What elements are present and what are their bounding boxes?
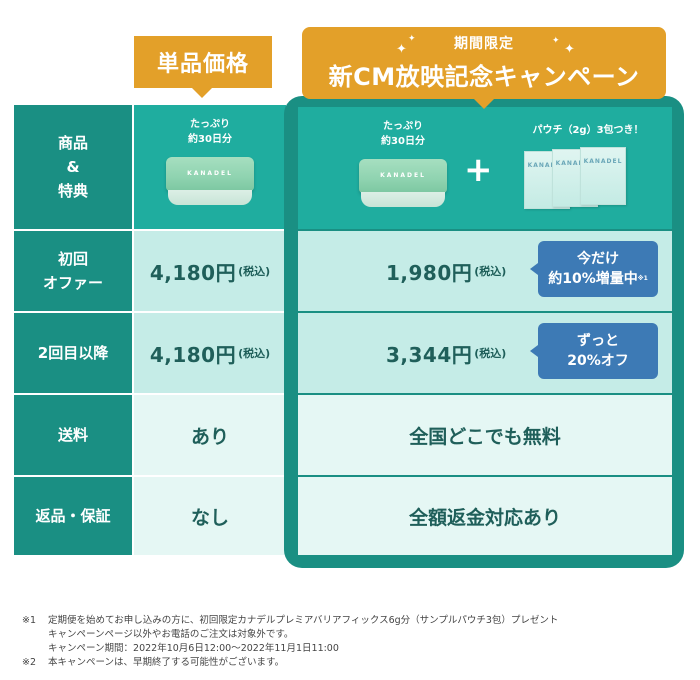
single-product-cell: たっぷり 約30日分 KANADEL bbox=[134, 105, 286, 229]
sparkle-icon: ✦ bbox=[564, 42, 575, 57]
single-first-price: 4,180円 bbox=[149, 260, 237, 285]
campaign-second-price-cell: 3,344円 (税込) ずっと 20%オフ bbox=[298, 313, 672, 393]
cream-jar-image: KANADEL bbox=[166, 157, 254, 205]
footnote-1-line3: キャンペーン期間：2022年10月6日12:00〜2022年11月1日11:00 bbox=[22, 642, 692, 656]
single-second-price-cell: 4,180円 (税込) bbox=[134, 313, 286, 393]
tax-note: (税込) bbox=[474, 265, 507, 278]
tax-note: (税込) bbox=[474, 347, 507, 360]
campaign-shipping-value: 全国どこでも無料 bbox=[409, 425, 561, 448]
row-header-product: 商品 & 特典 bbox=[14, 105, 132, 229]
footnote-text: キャンペーンページ以外やお電話のご注文は対象外です。 bbox=[48, 629, 294, 640]
campaign-guarantee-cell: 全額返金対応あり bbox=[298, 477, 672, 555]
campaign-second-price: 3,344円 bbox=[386, 342, 473, 367]
footnote-2: ※2 本キャンペーンは、早期終了する可能性がございます。 bbox=[22, 656, 692, 670]
pouch-brand-text: KANADEL bbox=[527, 162, 567, 169]
footnote-text: 本キャンペーンは、早期終了する可能性がございます。 bbox=[48, 657, 285, 668]
campaign-period-label: 期間限定 bbox=[454, 36, 514, 52]
campaign-guarantee-value: 全額返金対応あり bbox=[408, 506, 561, 529]
plus-icon: + bbox=[464, 150, 493, 190]
increase-badge-line2: 約10%増量中 bbox=[548, 271, 638, 287]
sparkle-icon: ✦ bbox=[408, 34, 416, 44]
sparkle-icon: ✦ bbox=[396, 42, 407, 57]
increase-badge-note: ※1 bbox=[637, 275, 648, 282]
row-header-second-onward: 2回目以降 bbox=[14, 313, 132, 393]
single-second-price: 4,180円 bbox=[149, 342, 237, 367]
campaign-title: 新CM放映記念キャンペーン bbox=[328, 63, 640, 91]
footnote-text: 定期便を始めてお申し込みの方に、初回限定カナデルプレミアバリアフィックス6g分（… bbox=[48, 615, 559, 626]
row-header-shipping: 送料 bbox=[14, 395, 132, 475]
tax-note: (税込) bbox=[238, 347, 271, 360]
sample-pouches-image: KANADEL KANADEL KANADEL bbox=[524, 147, 636, 211]
campaign-banner: 期間限定 新CM放映記念キャンペーン ✦ ✦ ✦ ✦ bbox=[302, 27, 666, 109]
footnote-1-line2: キャンペーンページ以外やお電話のご注文は対象外です。 bbox=[22, 628, 692, 642]
footnote-1: ※1 定期便を始めてお申し込みの方に、初回限定カナデルプレミアバリアフィックス6g… bbox=[22, 614, 692, 628]
single-shipping-value: あり bbox=[190, 425, 229, 448]
tax-note: (税込) bbox=[238, 265, 271, 278]
jar-brand-text: KANADEL bbox=[380, 172, 426, 179]
campaign-product-caption: たっぷり 約30日分 bbox=[381, 121, 425, 147]
pouch-brand-text: KANADEL bbox=[555, 160, 595, 167]
footnote-mark: ※1 bbox=[22, 615, 37, 626]
discount-badge-line2: 20%オフ bbox=[567, 353, 629, 369]
footnote-mark: ※2 bbox=[22, 657, 37, 668]
sparkle-icon: ✦ bbox=[552, 36, 560, 46]
cream-jar-image: KANADEL bbox=[359, 159, 447, 207]
row-header-guarantee: 返品・保証 bbox=[14, 477, 132, 555]
single-price-label: 単品価格 bbox=[134, 36, 272, 98]
campaign-product-cell: たっぷり 約30日分 KANADEL + パウチ（2g）3包つき！ KANADE… bbox=[298, 107, 672, 229]
footnote-text: キャンペーン期間：2022年10月6日12:00〜2022年11月1日11:00 bbox=[48, 643, 339, 654]
campaign-first-price: 1,980円 bbox=[386, 260, 473, 285]
increase-badge: 今だけ 約10%増量中※1 bbox=[530, 241, 658, 297]
single-first-price-cell: 4,180円 (税込) bbox=[134, 231, 286, 311]
campaign-first-price-cell: 1,980円 (税込) 今だけ 約10%増量中※1 bbox=[298, 231, 672, 311]
row-header-first-offer: 初回 オファー bbox=[14, 231, 132, 311]
jar-brand-text: KANADEL bbox=[187, 170, 233, 177]
increase-badge-line1: 今だけ bbox=[577, 251, 619, 267]
single-shipping-cell: あり bbox=[134, 395, 286, 475]
single-guarantee-value: なし bbox=[190, 506, 229, 529]
single-product-caption: たっぷり 約30日分 bbox=[188, 119, 232, 145]
pouch-caption: パウチ（2g）3包つき！ bbox=[532, 125, 644, 136]
campaign-shipping-cell: 全国どこでも無料 bbox=[298, 395, 672, 475]
single-guarantee-cell: なし bbox=[134, 477, 286, 555]
pouch-brand-text: KANADEL bbox=[583, 158, 623, 165]
discount-badge: ずっと 20%オフ bbox=[530, 323, 658, 379]
discount-badge-line1: ずっと bbox=[577, 333, 619, 349]
